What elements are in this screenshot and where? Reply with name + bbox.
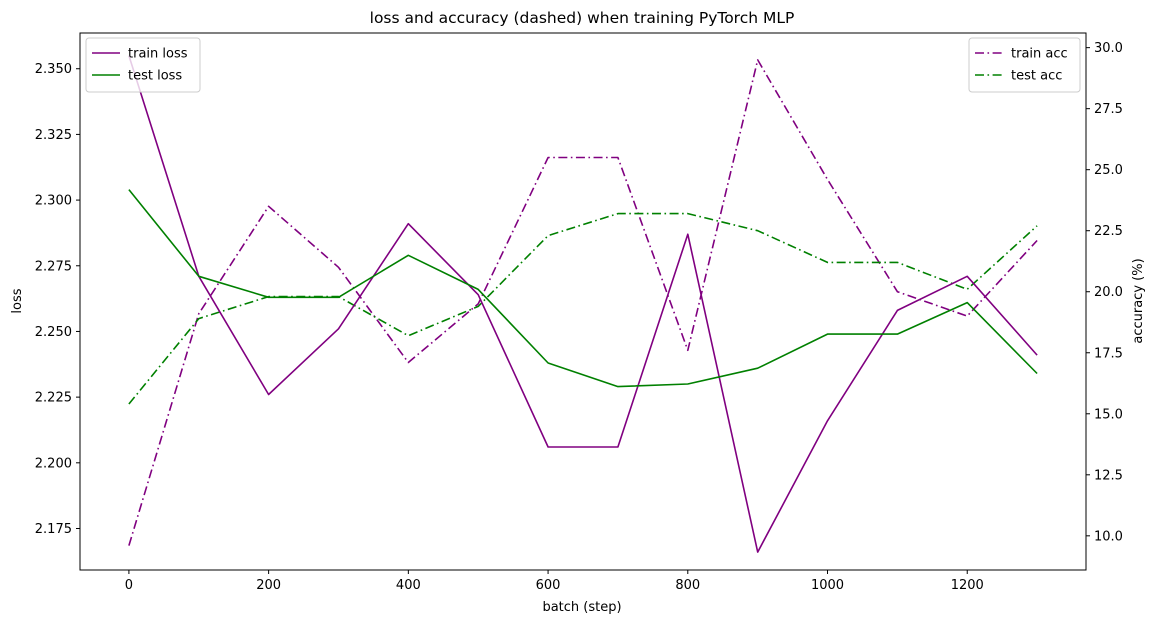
y-tick-label-left: 2.250 [35, 325, 72, 340]
y-tick-label-right: 12.5 [1094, 468, 1123, 483]
legend-box [85, 37, 201, 93]
x-tick-label: 200 [256, 578, 281, 593]
y-tick-label-left: 2.350 [35, 62, 72, 77]
ticks-layer: 0 200 400 600 800 1000 1200 2.175 2.200 2.225 2.25… [35, 41, 1123, 593]
y-tick-label-right: 15.0 [1094, 407, 1123, 422]
legend-label-test-acc: test acc [1011, 69, 1062, 84]
y-tick-label-right: 17.5 [1094, 346, 1123, 361]
x-tick-label: 1000 [811, 578, 844, 593]
legend-box [968, 37, 1081, 93]
legend-label-train-acc: train acc [1011, 47, 1068, 62]
x-tick-label: 0 [125, 578, 133, 593]
y-axis-label-left: loss [10, 288, 25, 313]
x-tick-label: 400 [396, 578, 421, 593]
x-axis-label: batch (step) [542, 600, 621, 615]
y-tick-label-right: 10.0 [1094, 529, 1123, 544]
y-tick-label-right: 20.0 [1094, 285, 1123, 300]
series-line-train-loss [128, 55, 1038, 553]
x-tick-label: 600 [536, 578, 561, 593]
y-tick-label-left: 2.225 [35, 391, 72, 406]
legend-label-test-loss: test loss [128, 69, 182, 84]
series-line-train-acc [128, 59, 1038, 546]
y-tick-label-left: 2.325 [35, 128, 72, 143]
y-tick-label-right: 30.0 [1094, 41, 1123, 56]
series-line-test-loss [128, 189, 1038, 388]
chart-title: loss and accuracy (dashed) when training… [370, 9, 795, 27]
lines-layer [128, 55, 1038, 553]
x-tick-label: 800 [675, 578, 700, 593]
y-tick-label-left: 2.200 [35, 456, 72, 471]
legend-accuracy: train acc test acc [968, 37, 1081, 93]
y-tick-label-left: 2.300 [35, 194, 72, 209]
legend-loss: train loss test loss [85, 37, 201, 93]
y-tick-label-left: 2.275 [35, 259, 72, 274]
y-tick-label-right: 25.0 [1094, 163, 1123, 178]
y-axis-label-right: accuracy (%) [1131, 258, 1146, 343]
y-tick-label-left: 2.175 [35, 522, 72, 537]
x-tick-label: 1200 [951, 578, 984, 593]
y-tick-label-right: 27.5 [1094, 102, 1123, 117]
plot-frame [79, 32, 1087, 571]
y-tick-label-right: 22.5 [1094, 224, 1123, 239]
legend-label-train-loss: train loss [128, 47, 188, 62]
